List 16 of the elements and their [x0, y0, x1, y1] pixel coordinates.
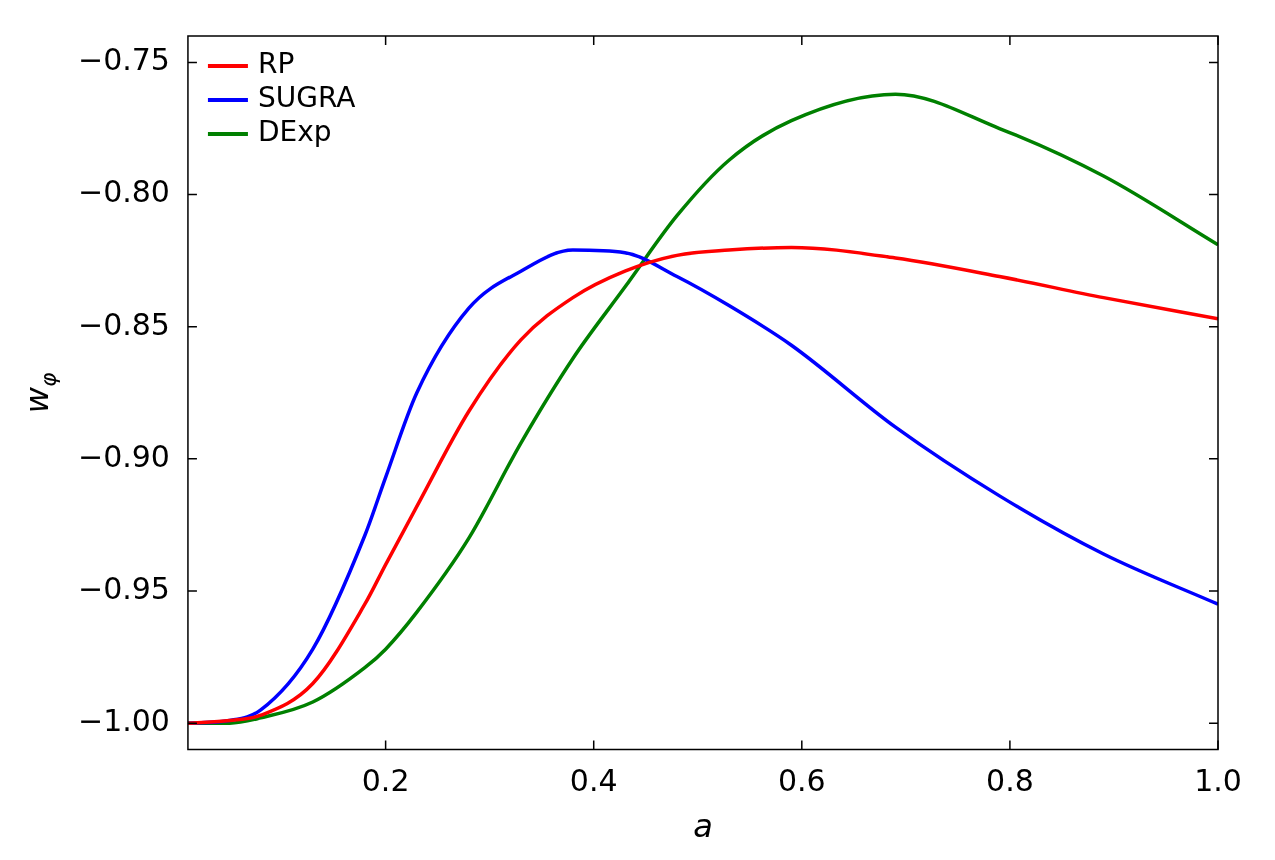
y-axis-title: wφ — [18, 371, 61, 414]
legend-label: RP — [257, 47, 295, 81]
y-tick-label: −0.80 — [78, 174, 170, 210]
x-tick-label: 0.6 — [777, 763, 826, 799]
x-tick-label: 1.0 — [1194, 763, 1242, 799]
y-tick-label: −0.75 — [78, 42, 170, 78]
x-axis-title: a — [693, 807, 713, 846]
y-tick-label: −0.85 — [78, 306, 170, 342]
x-tick-label: 0.4 — [569, 763, 618, 799]
y-tick-label: −0.90 — [78, 438, 170, 474]
legend-label: SUGRA — [257, 81, 356, 115]
x-tick-label: 0.8 — [986, 763, 1034, 799]
y-tick-label: −0.95 — [78, 570, 170, 606]
legend-label: DExp — [257, 115, 332, 149]
y-tick-label: −1.00 — [78, 702, 170, 738]
x-tick-label: 0.2 — [361, 763, 410, 799]
